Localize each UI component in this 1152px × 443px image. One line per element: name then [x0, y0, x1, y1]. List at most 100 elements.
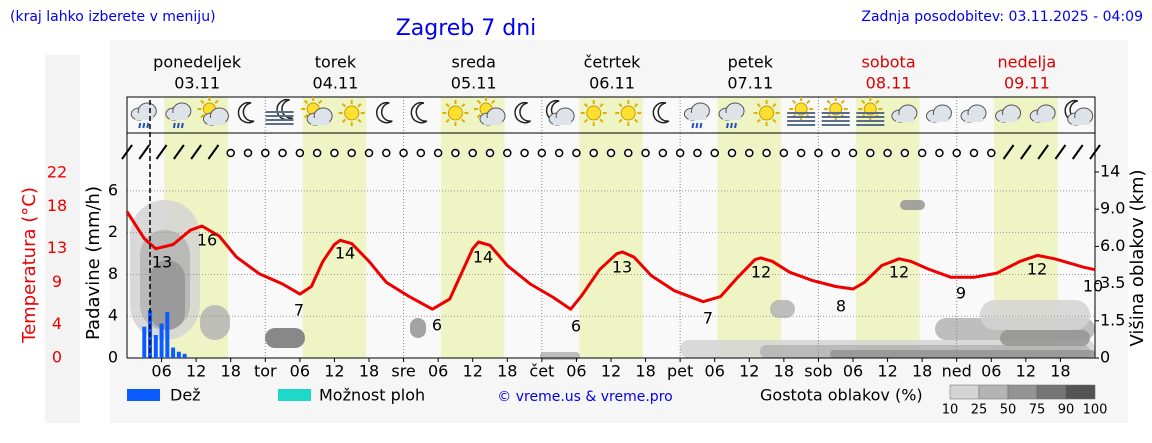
icon-sun — [344, 105, 360, 121]
icon-moon — [652, 101, 670, 124]
temperature-label: 14 — [335, 244, 355, 263]
precipitation-bar — [182, 353, 187, 358]
x-tick-label: 06 — [290, 362, 310, 381]
wind-calm — [589, 148, 598, 158]
icon-rain — [695, 122, 699, 129]
day-name: petek — [728, 53, 774, 72]
wind-calm — [503, 148, 512, 158]
cloud-density-swatch — [1036, 384, 1067, 400]
x-tick-label: 18 — [221, 362, 241, 381]
wind-calm — [814, 148, 823, 158]
daylight-band — [579, 97, 643, 358]
wind-calm — [848, 148, 858, 158]
icon-rain — [734, 122, 737, 129]
temperature-tick-label: 0 — [52, 348, 62, 367]
x-tick-label: 18 — [774, 362, 794, 381]
icon-sun — [586, 105, 602, 121]
wind-barb — [121, 144, 133, 160]
icon-sun-ray — [840, 99, 845, 105]
icon-cloud — [207, 118, 226, 125]
wind-calm — [866, 148, 875, 158]
icon-frame — [126, 96, 1096, 134]
icon-cloud — [553, 118, 572, 125]
wind-calm — [312, 148, 322, 158]
temperature-label: 9 — [956, 284, 966, 303]
icon-sun-ray — [200, 99, 205, 105]
cloud-density-area — [830, 350, 1095, 358]
weather-icons — [121, 97, 1101, 160]
x-tick-label: 06 — [843, 362, 863, 381]
icon-cloud — [484, 118, 502, 125]
x-tick-label: 18 — [635, 362, 655, 381]
x-tick-label: 06 — [428, 362, 448, 381]
title: Zagreb 7 dni — [396, 16, 537, 41]
cloud-density-area — [980, 300, 1090, 330]
temperature-label: 7 — [703, 309, 713, 328]
precipitation-bar — [142, 326, 147, 358]
icon-sun-ray — [303, 113, 309, 119]
day-date: 04.11 — [313, 74, 359, 93]
temperature-label: 13 — [612, 258, 632, 277]
x-tick-label: 06 — [566, 362, 586, 381]
credit: © vreme.us & vreme.pro — [497, 389, 672, 405]
cloud-height-tick-label: 14 — [1100, 162, 1120, 181]
temperature-tick-label: 18 — [47, 196, 67, 215]
cloud-density-level: 10 — [942, 403, 959, 418]
wind-barb — [207, 144, 220, 160]
icon-sun-ray — [476, 99, 482, 105]
icon-sun-ray — [214, 99, 219, 105]
x-tick-label: 18 — [359, 362, 379, 381]
icon-moon — [514, 101, 531, 124]
precipitation-tick-label: 4 — [108, 306, 118, 325]
icon-sun-ray — [490, 99, 496, 105]
icon-sun-ray — [318, 99, 323, 105]
wind-calm — [831, 148, 840, 158]
wind-calm — [952, 148, 961, 158]
cloud-height-tick-label: 9.0 — [1100, 199, 1125, 218]
icon-cloud — [723, 113, 741, 120]
icon-rain — [138, 122, 142, 129]
precipitation-tick-label: 8 — [108, 264, 118, 283]
x-tick-label: tor — [254, 362, 277, 381]
wind-calm — [917, 148, 927, 158]
day-name: četrtek — [584, 53, 642, 72]
wind-calm — [606, 148, 616, 158]
wind-calm — [433, 148, 443, 158]
temperature-label: 12 — [889, 263, 909, 282]
cloud-height-tick-label: 1.5 — [1100, 310, 1125, 329]
cloud-density-area — [770, 300, 795, 318]
wind-calm — [451, 148, 460, 158]
icon-sun-ray — [341, 103, 347, 108]
icon-rain — [172, 122, 176, 129]
precipitation-axis-title: Padavine (mm/h) — [83, 186, 104, 340]
left-strip — [45, 55, 80, 423]
cloud-density-area — [900, 200, 925, 210]
x-tick-label: 18 — [497, 362, 517, 381]
daylight-band — [302, 97, 367, 358]
day-name: ponedeljek — [153, 53, 242, 72]
temperature-axis-title: Temperatura (°C) — [19, 187, 40, 344]
icon-cloud — [135, 113, 154, 120]
icon-cloud — [169, 113, 188, 120]
wind-calm — [624, 148, 633, 158]
icon-cloud — [1071, 118, 1090, 125]
precipitation-bar — [159, 323, 164, 358]
icon-sun-ray — [583, 103, 589, 108]
icon-sun-ray — [756, 103, 761, 108]
wind-calm — [987, 148, 996, 158]
x-tick-label: 12 — [324, 362, 344, 381]
wind-barb — [1071, 144, 1084, 160]
cloud-density-swatch — [978, 384, 1009, 400]
icon-sun-ray — [476, 113, 482, 119]
precipitation-tick-label: 6 — [108, 180, 118, 199]
icon-sun — [620, 105, 636, 121]
icon-sun-ray — [772, 118, 777, 123]
x-tick-label: pet — [667, 362, 693, 381]
x-tick-label: 18 — [912, 362, 932, 381]
x-tick-label: 12 — [463, 362, 483, 381]
cloud-height-tick-label: 3.5 — [1100, 273, 1125, 292]
wind-calm — [935, 148, 944, 158]
cloud-density-level: 50 — [1000, 403, 1017, 418]
cloud-density-level: 90 — [1058, 403, 1075, 418]
icon-rain — [180, 122, 184, 129]
